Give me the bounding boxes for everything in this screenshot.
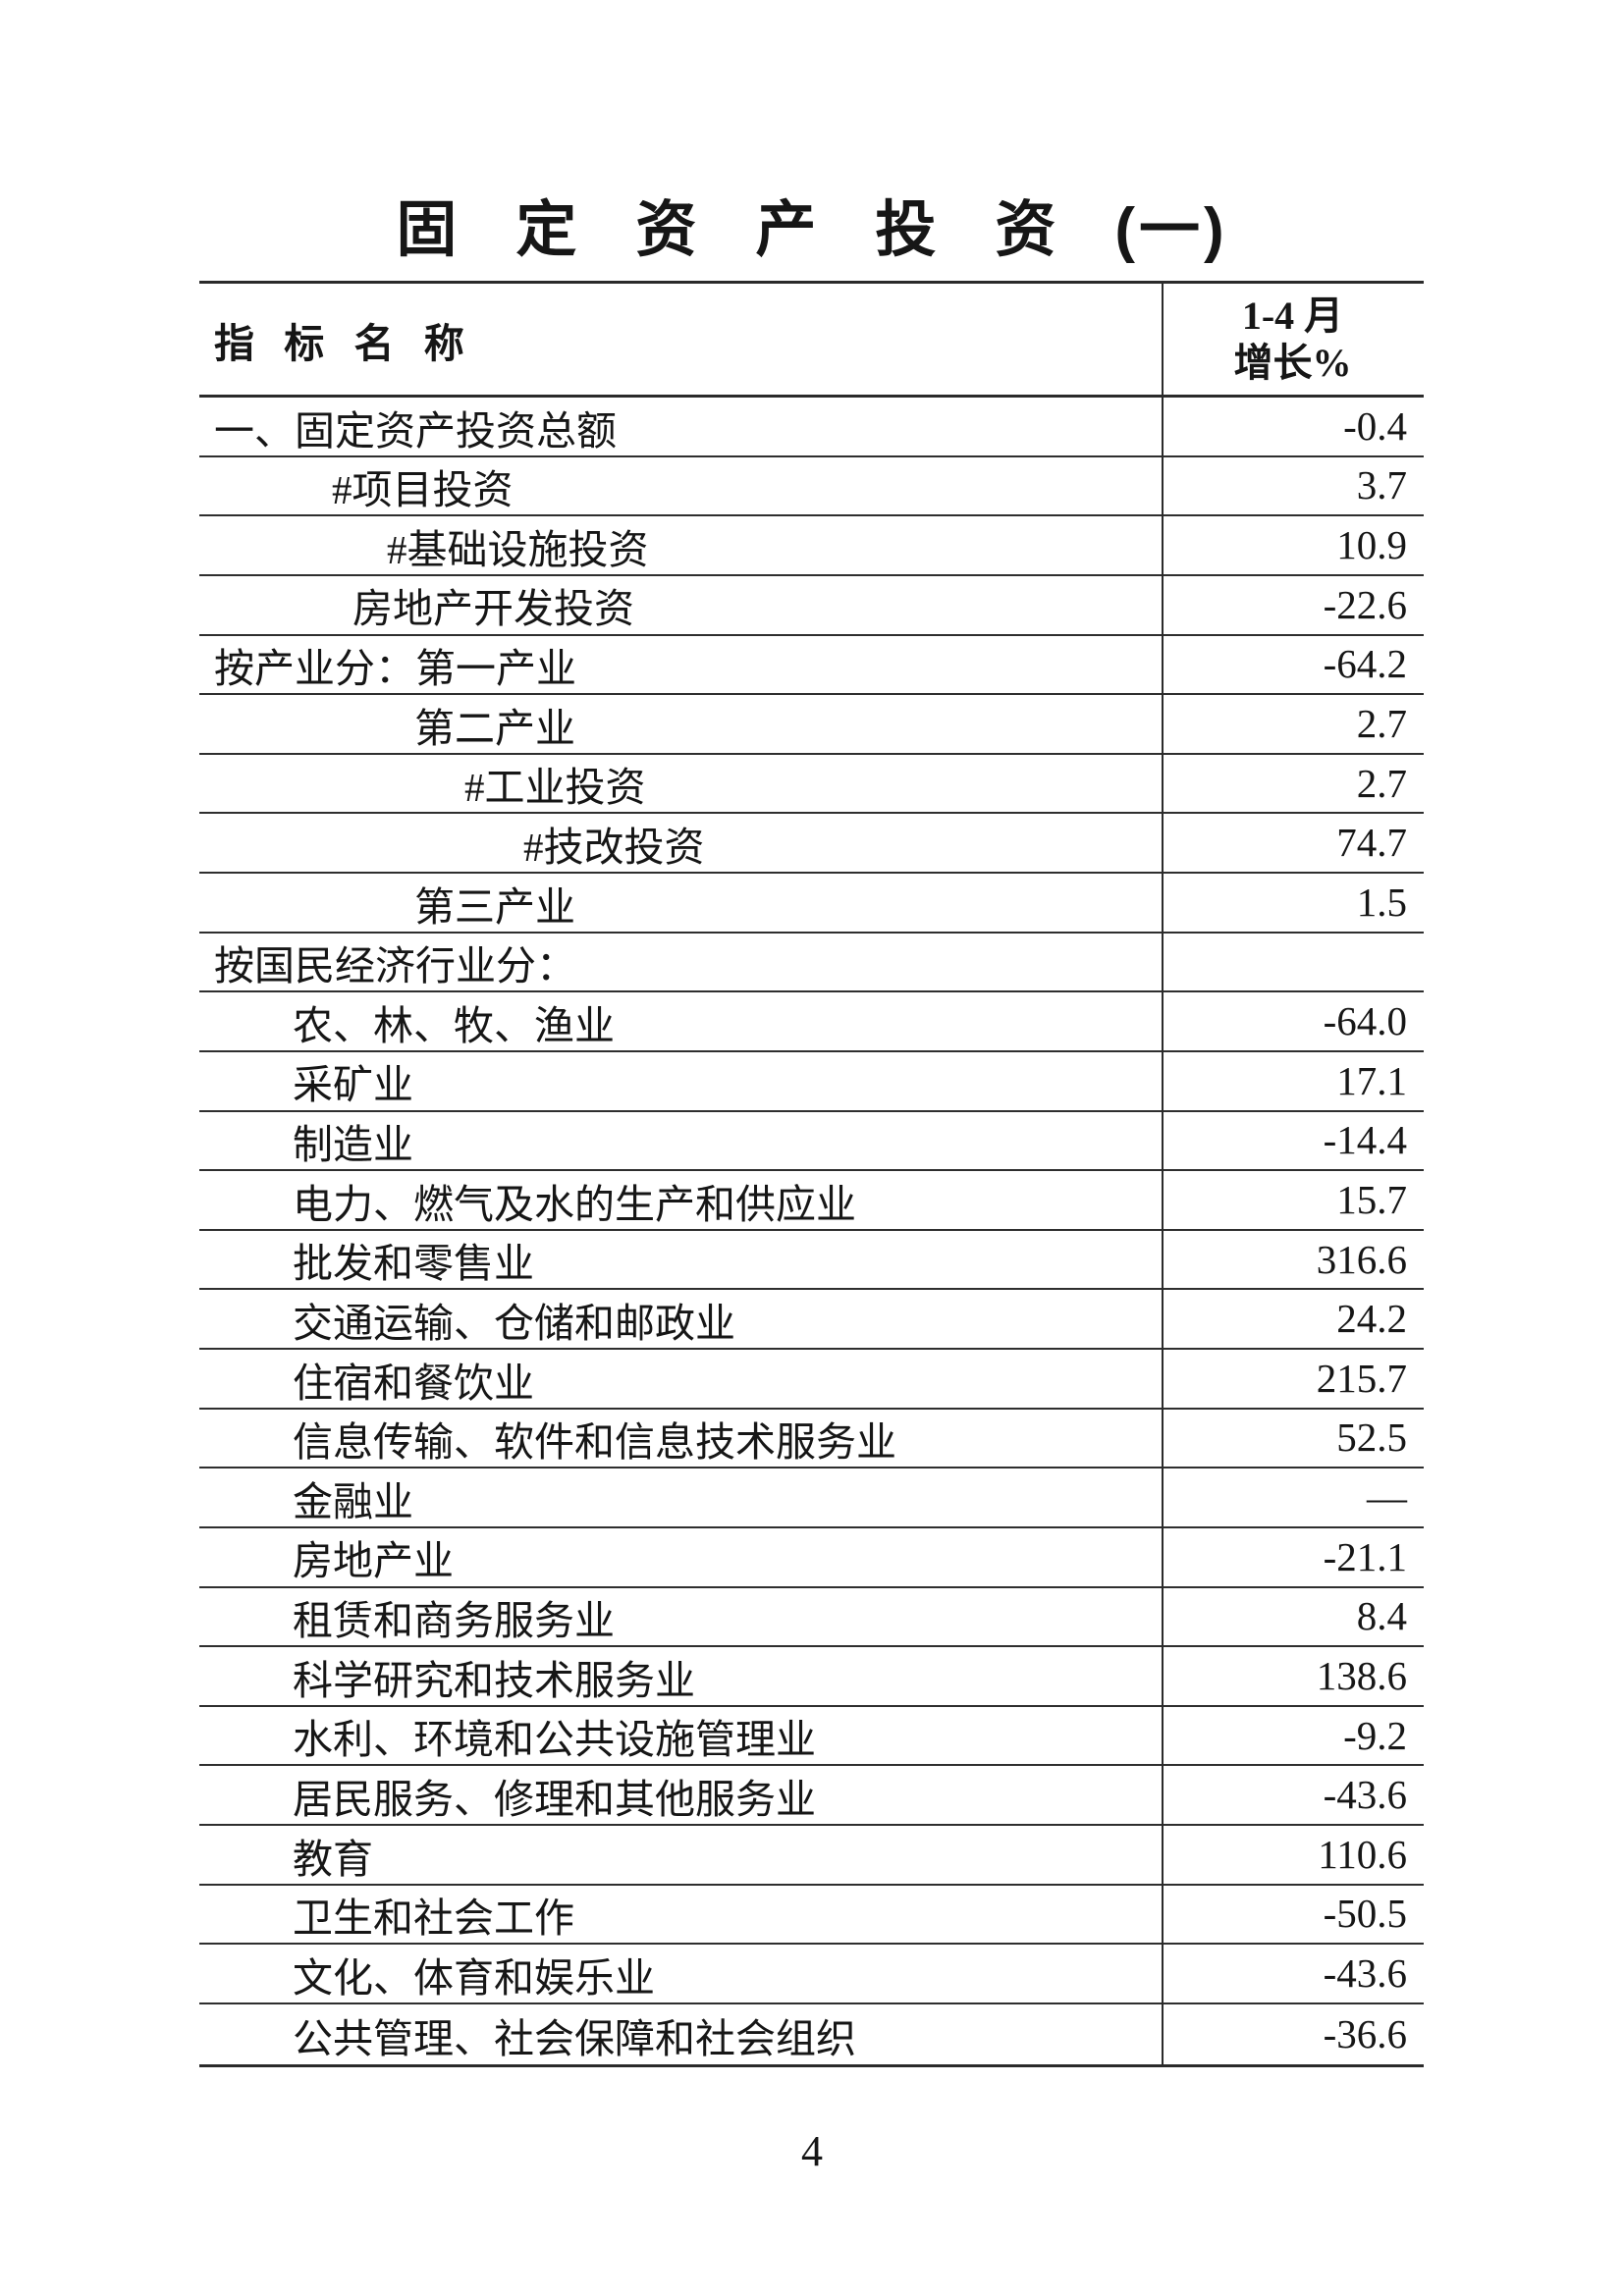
indicator-name: 批发和零售业 — [293, 1241, 534, 1287]
table-row: 科学研究和技术服务业 138.6 — [199, 1647, 1424, 1707]
growth-value: 110.6 — [1318, 1831, 1407, 1877]
indicator-table: 指 标 名 称 1-4 月 增长% 一、固定资产投资总额 -0.4 #项目投资 3.7… — [199, 281, 1424, 2067]
table-row: 电力、燃气及水的生产和供应业 15.7 — [199, 1171, 1424, 1231]
indicator-name: 房地产开发投资 — [352, 586, 634, 632]
table-row: 按产业分：第一产业 -64.2 — [199, 636, 1424, 696]
table-row: 水利、环境和公共设施管理业 -9.2 — [199, 1707, 1424, 1767]
table-row: 居民服务、修理和其他服务业 -43.6 — [199, 1766, 1424, 1826]
growth-value: -43.6 — [1323, 1950, 1407, 1997]
growth-value: 2.7 — [1356, 700, 1407, 746]
indicator-name: #工业投资 — [464, 765, 646, 811]
growth-value: -64.0 — [1323, 998, 1407, 1044]
growth-value: 1.5 — [1356, 879, 1407, 925]
indicator-name: 居民服务、修理和其他服务业 — [293, 1776, 816, 1822]
indicator-name: 教育 — [293, 1836, 373, 1882]
growth-value: 17.1 — [1336, 1057, 1407, 1103]
column-header-indicator-name: 指 标 名 称 — [214, 320, 474, 366]
growth-value: 15.7 — [1336, 1176, 1407, 1222]
table-row: 房地产业 -21.1 — [199, 1528, 1424, 1588]
indicator-name: 卫生和社会工作 — [293, 1896, 574, 1942]
indicator-name: 公共管理、社会保障和社会组织 — [293, 2016, 856, 2062]
page-number: 4 — [801, 2127, 823, 2175]
indicator-name: 金融业 — [293, 1478, 413, 1524]
table-row: 采矿业 17.1 — [199, 1052, 1424, 1112]
indicator-name: 第二产业 — [414, 705, 575, 751]
indicator-name: 科学研究和技术服务业 — [293, 1657, 695, 1703]
growth-value: — — [1367, 1474, 1407, 1521]
growth-value: -14.4 — [1323, 1117, 1407, 1163]
table-row: 按国民经济行业分： — [199, 934, 1424, 993]
table-row: 租赁和商务服务业 8.4 — [199, 1588, 1424, 1648]
indicator-name: 文化、体育和娱乐业 — [293, 1954, 655, 2001]
table-row: 第三产业 1.5 — [199, 874, 1424, 934]
table-row: 信息传输、软件和信息技术服务业 52.5 — [199, 1410, 1424, 1469]
indicator-name: 租赁和商务服务业 — [293, 1598, 615, 1644]
table-row: 农、林、牧、渔业 -64.0 — [199, 992, 1424, 1052]
column-header-growth: 1-4 月 增长% — [1162, 284, 1424, 395]
table-row: 房地产开发投资 -22.6 — [199, 576, 1424, 636]
page-title-text: 固定资产投资 — [396, 196, 1115, 264]
growth-value: -50.5 — [1323, 1891, 1407, 1937]
indicator-name: 水利、环境和公共设施管理业 — [293, 1717, 816, 1763]
indicator-name: 第三产业 — [414, 883, 575, 930]
table-row: 第二产业 2.7 — [199, 695, 1424, 755]
table-row: 一、固定资产投资总额 -0.4 — [199, 398, 1424, 457]
table-row: 交通运输、仓储和邮政业 24.2 — [199, 1290, 1424, 1350]
growth-value: 52.5 — [1336, 1415, 1407, 1461]
indicator-name: #技改投资 — [523, 824, 705, 870]
indicator-name: 制造业 — [293, 1122, 413, 1168]
indicator-name: 房地产业 — [293, 1538, 454, 1584]
page-title-suffix: (一) — [1114, 196, 1228, 264]
table-row: #项目投资 3.7 — [199, 457, 1424, 517]
table-row: 金融业 — — [199, 1468, 1424, 1528]
indicator-name: 按产业分：第一产业 — [214, 646, 576, 692]
indicator-name: 电力、燃气及水的生产和供应业 — [293, 1181, 856, 1227]
table-row: #基础设施投资 10.9 — [199, 516, 1424, 576]
growth-value: 215.7 — [1316, 1355, 1407, 1401]
growth-value: 10.9 — [1336, 522, 1407, 568]
growth-value: 316.6 — [1316, 1236, 1407, 1282]
growth-value: 138.6 — [1316, 1652, 1407, 1698]
table-row: 教育 110.6 — [199, 1826, 1424, 1886]
indicator-name: 采矿业 — [293, 1062, 413, 1108]
table-row: 卫生和社会工作 -50.5 — [199, 1886, 1424, 1946]
growth-value: -0.4 — [1343, 402, 1407, 449]
growth-value: 2.7 — [1356, 760, 1407, 806]
indicator-name: 住宿和餐饮业 — [293, 1360, 534, 1406]
indicator-name: 一、固定资产投资总额 — [214, 407, 617, 454]
growth-value: 3.7 — [1356, 462, 1407, 508]
growth-value: -21.1 — [1323, 1533, 1407, 1579]
table-row: 住宿和餐饮业 215.7 — [199, 1350, 1424, 1410]
indicator-name: #基础设施投资 — [387, 526, 649, 572]
growth-value: -22.6 — [1323, 581, 1407, 627]
table-row: 公共管理、社会保障和社会组织 -36.6 — [199, 2004, 1424, 2064]
growth-value: -64.2 — [1323, 641, 1407, 687]
table-row: 制造业 -14.4 — [199, 1112, 1424, 1172]
table-row: #工业投资 2.7 — [199, 755, 1424, 815]
table-header-row: 指 标 名 称 1-4 月 增长% — [199, 284, 1424, 398]
growth-value: -43.6 — [1323, 1772, 1407, 1818]
table-body: 一、固定资产投资总额 -0.4 #项目投资 3.7 #基础设施投资 10.9 房地产开发投资… — [199, 398, 1424, 2064]
indicator-name: #项目投资 — [332, 467, 514, 513]
indicator-name: 按国民经济行业分： — [214, 943, 576, 989]
growth-value: -9.2 — [1343, 1712, 1407, 1758]
table-row: 文化、体育和娱乐业 -43.6 — [199, 1945, 1424, 2004]
column-header-metric: 增长% — [1233, 340, 1352, 385]
table-row: #技改投资 74.7 — [199, 814, 1424, 874]
column-header-period: 1-4 月 — [1241, 293, 1344, 338]
table-row: 批发和零售业 316.6 — [199, 1231, 1424, 1291]
growth-value: 8.4 — [1356, 1593, 1407, 1639]
indicator-name: 农、林、牧、渔业 — [293, 1002, 615, 1048]
growth-value: 24.2 — [1336, 1296, 1407, 1342]
growth-value: -36.6 — [1323, 2010, 1407, 2056]
indicator-name: 信息传输、软件和信息技术服务业 — [293, 1419, 896, 1466]
growth-value — [1162, 934, 1424, 991]
indicator-name: 交通运输、仓储和邮政业 — [293, 1300, 735, 1346]
growth-value: 74.7 — [1336, 820, 1407, 866]
page-title: 固定资产投资(一) — [0, 194, 1624, 267]
